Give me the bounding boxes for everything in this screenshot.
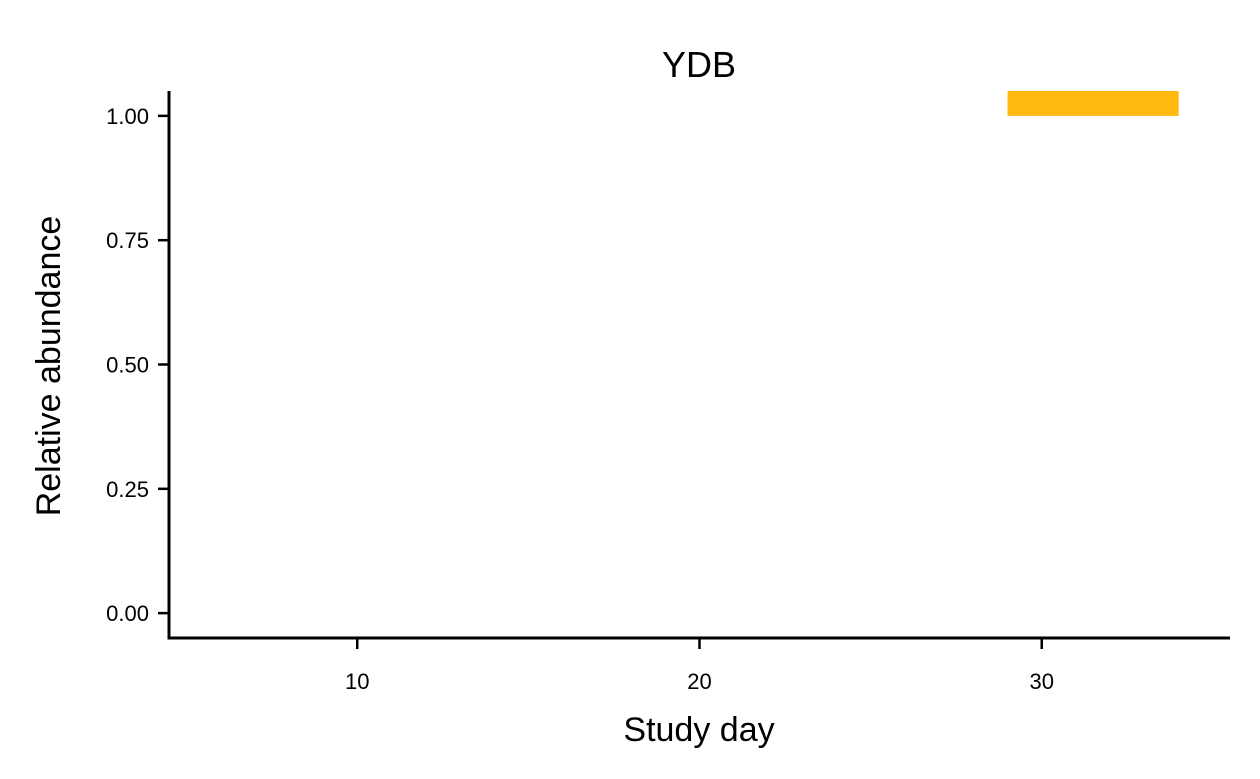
x-axis-ticks: 10 20 30 [345,638,1054,694]
y-axis-ticks: 0.00 0.25 0.50 0.75 1.00 [106,104,169,626]
y-tick-label: 0.25 [106,477,149,502]
y-tick-label: 1.00 [106,104,149,129]
x-tick-label: 10 [345,669,369,694]
bar-0 [1007,91,1179,116]
y-axis-title: Relative abundance [30,216,68,517]
y-tick-label: 0.00 [106,601,149,626]
y-tick-label: 0.75 [106,228,149,253]
x-tick-label: 30 [1030,669,1054,694]
x-tick-label: 20 [687,669,711,694]
y-tick-label: 0.50 [106,353,149,378]
chart-title: YDB [662,44,736,85]
x-axis-title: Study day [623,711,774,749]
plot-area [1007,91,1179,116]
